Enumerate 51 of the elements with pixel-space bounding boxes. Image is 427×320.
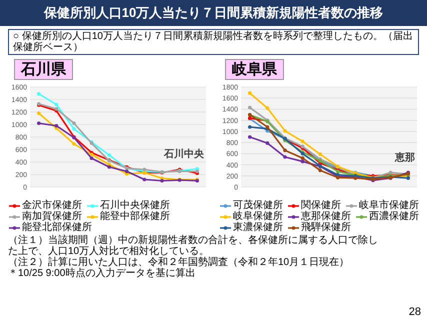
- text: ○ 保健所別の人口10万人当たり７日間累積新規陽性者数を時系列で整理したもの。（届出保健所ベース）: [8, 29, 419, 55]
- point: [248, 106, 252, 110]
- point: [72, 127, 76, 131]
- legend-label: 金沢市保健所: [22, 200, 82, 211]
- legend-label: 恵那保健所: [301, 211, 351, 222]
- point: [72, 142, 76, 146]
- text: 28: [408, 306, 421, 318]
- legend-label: 石川中央保健所: [100, 200, 170, 211]
- point: [160, 178, 164, 183]
- point: [318, 168, 322, 172]
- point: [107, 165, 111, 169]
- point: [283, 155, 287, 159]
- legend-label: 西濃保健所: [369, 211, 419, 222]
- point: [283, 129, 287, 133]
- point: [248, 91, 252, 95]
- point: [37, 121, 41, 126]
- point: [283, 148, 287, 152]
- point: [300, 156, 304, 160]
- legend-label: 南加賀保健所: [22, 211, 82, 222]
- point: [37, 92, 41, 96]
- legend-label: 飛騨保健所: [301, 222, 351, 233]
- chart-title: 岐阜県: [225, 59, 284, 80]
- legend-label: 可茂保健所: [233, 200, 283, 211]
- legend-label: 関保健所: [301, 200, 341, 211]
- point: [54, 124, 58, 128]
- text: （注１）当該期間（週）中の新規陽性者数の合計を、各保健所に属する人口で除した上で、人口10万人対比で相対化している。: [8, 235, 379, 257]
- legend-label: 能登北部保健所: [22, 222, 92, 233]
- legend-label: 東濃保健所: [233, 222, 283, 233]
- point: [37, 111, 41, 116]
- legend-label: 岐阜市保健所: [359, 200, 419, 211]
- point: [300, 160, 304, 164]
- point: [318, 152, 322, 156]
- point: [248, 125, 252, 129]
- point: [107, 153, 111, 157]
- point: [300, 140, 304, 144]
- annotation: 石川中央: [163, 148, 205, 160]
- point: [72, 121, 76, 126]
- point: [266, 141, 270, 145]
- annotation: 恵那: [394, 152, 415, 164]
- point: [142, 178, 146, 182]
- point: [54, 102, 58, 106]
- text: ＊10/25 9:00時点の入力データを基に算出: [8, 268, 196, 279]
- point: [90, 156, 94, 160]
- legend-label: 岐阜保健所: [233, 211, 283, 222]
- chart-title: 石川県: [14, 59, 73, 80]
- point: [125, 170, 129, 174]
- text: （注２）計算に用いた人口は、令和２年国勢調査（令和２年10月１日現在）: [8, 257, 350, 268]
- text: 保健所別人口10万人当たり７日間累積新規陽性者数の推移: [0, 0, 427, 26]
- point: [248, 135, 252, 139]
- legend-label: 能登中部保健所: [100, 211, 170, 222]
- point: [266, 106, 270, 110]
